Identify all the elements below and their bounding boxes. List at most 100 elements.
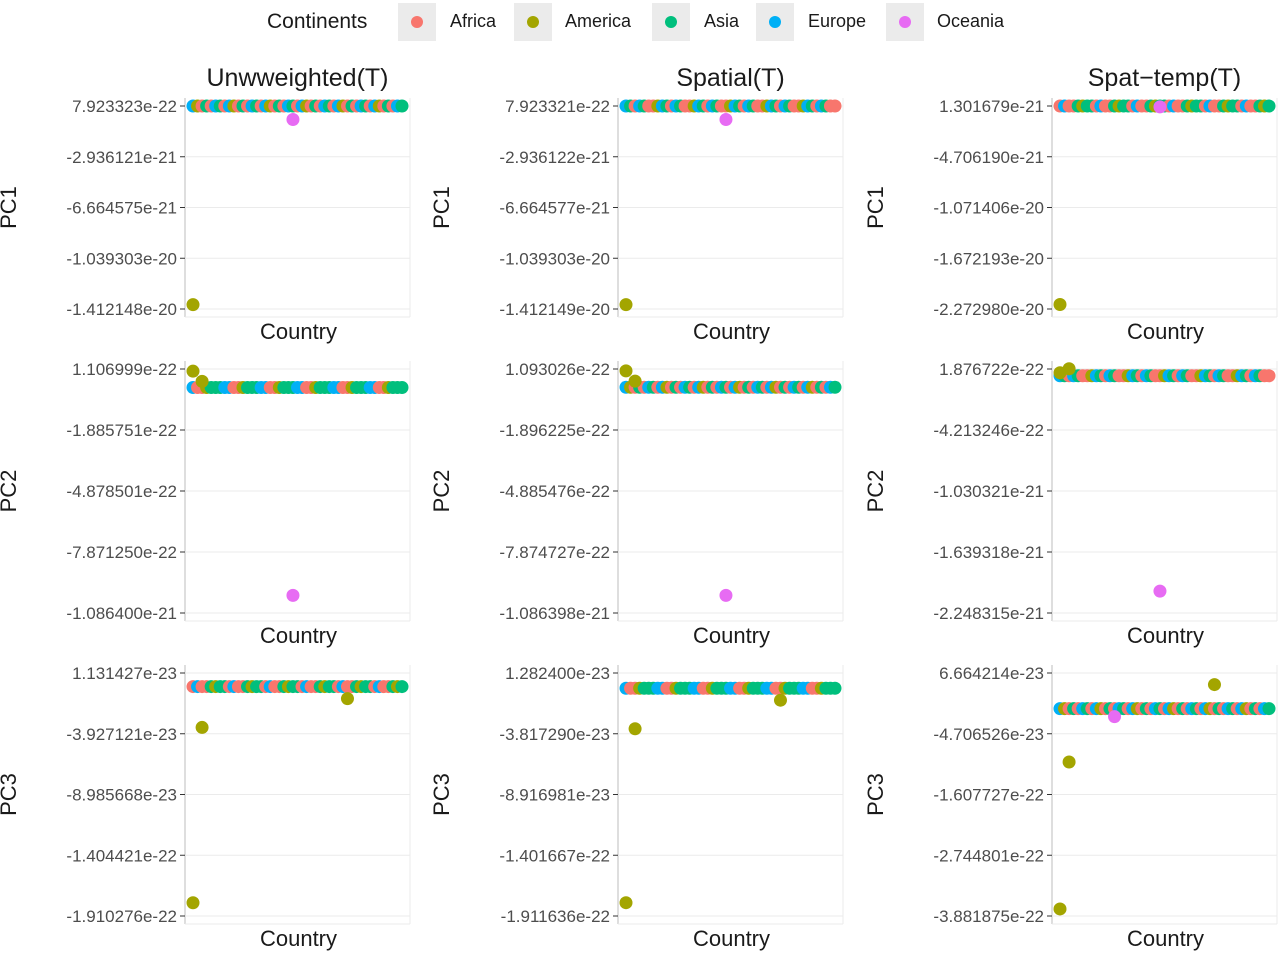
y-axis-title: PC3 (429, 773, 454, 816)
legend-key-america (514, 3, 552, 41)
y-tick-label: 1.131427e-23 (72, 664, 177, 683)
legend-label-asia: Asia (704, 11, 740, 31)
y-tick-label: 1.282400e-23 (505, 664, 610, 683)
y-axis-title: PC1 (863, 186, 888, 229)
legend-label-europe: Europe (808, 11, 867, 31)
data-point (1262, 99, 1276, 113)
legend-dot (527, 16, 539, 28)
y-tick-label: -1.672193e-20 (933, 249, 1044, 268)
legend-dot (899, 16, 911, 28)
y-tick-label: 6.664214e-23 (939, 664, 1044, 683)
legend-key-oceania (886, 3, 924, 41)
y-tick-label: -2.272980e-20 (933, 300, 1044, 319)
legend-title: Continents (267, 10, 368, 33)
data-point (828, 380, 842, 394)
x-axis-title: Country (260, 926, 337, 951)
data-point-oceania (1108, 710, 1122, 724)
y-tick-label: -1.412148e-20 (66, 300, 177, 319)
panel-pc1-3: 1.301679e-21 -4.706190e-21 -1.071406e-20 -1… (863, 64, 1278, 344)
facet-title: Unwweighted(T) (206, 64, 388, 92)
data-point-america (195, 720, 209, 734)
data-point-oceania (1153, 584, 1167, 598)
data-point (395, 99, 409, 113)
data-point (1262, 369, 1276, 383)
y-tick-label: -1.639318e-21 (933, 543, 1044, 562)
data-point-america (340, 692, 354, 706)
y-tick-label: 1.093026e-22 (505, 360, 610, 379)
y-tick-label: -2.936121e-21 (66, 148, 177, 167)
data-point (1262, 702, 1276, 716)
data-point-america (619, 896, 633, 910)
y-tick-label: -1.039303e-20 (499, 249, 610, 268)
x-axis-title: Country (693, 926, 770, 951)
legend: Continents Africa America Asia Europe Oc… (0, 0, 1280, 44)
y-tick-label: 7.923321e-22 (505, 97, 610, 116)
legend-label-oceania: Oceania (937, 11, 1005, 31)
panel-pc3-2: 1.282400e-23 -3.817290e-23 -8.916981e-23 -1… (429, 664, 844, 951)
legend-key-europe (756, 3, 794, 41)
x-axis-title: Country (260, 623, 337, 648)
y-axis-title: PC3 (0, 773, 21, 816)
legend-key-asia (652, 3, 690, 41)
panel-pc2-3: 1.876722e-22 -4.213246e-22 -1.030321e-21 -1… (863, 360, 1278, 648)
y-tick-label: -4.706526e-23 (933, 725, 1044, 744)
data-point-america (773, 693, 787, 707)
x-axis-title: Country (1127, 926, 1204, 951)
data-point-oceania (286, 113, 300, 127)
data-point-america (1053, 298, 1067, 312)
y-tick-label: -1.401667e-22 (499, 846, 610, 865)
y-tick-label: 1.876722e-22 (939, 360, 1044, 379)
x-axis-title: Country (1127, 623, 1204, 648)
data-point-america (628, 722, 642, 736)
data-point (395, 680, 409, 694)
panel-pc2-2: 1.093026e-22 -1.896225e-22 -4.885476e-22 -7… (429, 360, 844, 648)
x-axis-title: Country (693, 623, 770, 648)
y-tick-label: -1.896225e-22 (499, 421, 610, 440)
y-tick-label: -1.911636e-22 (501, 907, 610, 926)
y-tick-label: -1.412149e-20 (499, 300, 610, 319)
x-axis-title: Country (1127, 319, 1204, 344)
y-tick-label: -4.878501e-22 (66, 482, 177, 501)
data-point-oceania (1153, 100, 1167, 114)
y-tick-label: -1.910276e-22 (66, 907, 177, 926)
data-point-america (186, 896, 200, 910)
legend-label-america: America (565, 11, 632, 31)
x-axis-title: Country (693, 319, 770, 344)
data-point-oceania (719, 113, 733, 127)
y-tick-label: -2.936122e-21 (499, 148, 610, 167)
panel-pc2-1: 1.106999e-22 -1.885751e-22 -4.878501e-22 -7… (0, 360, 411, 648)
legend-dot (411, 16, 423, 28)
y-tick-label: -7.871250e-22 (66, 543, 177, 562)
y-axis-title: PC2 (863, 470, 888, 513)
y-tick-label: 7.923323e-22 (72, 97, 177, 116)
y-axis-title: PC2 (429, 470, 454, 513)
y-tick-label: -1.071406e-20 (933, 199, 1044, 218)
data-point-america (1062, 362, 1076, 376)
y-tick-label: -3.817290e-23 (499, 725, 610, 744)
data-point-oceania (286, 588, 300, 602)
y-tick-label: -3.927121e-23 (66, 725, 177, 744)
data-point-america (186, 298, 200, 312)
y-tick-label: -4.213246e-22 (933, 421, 1044, 440)
y-tick-label: -1.030321e-21 (933, 482, 1044, 501)
y-tick-label: -4.706190e-21 (933, 148, 1044, 167)
y-tick-label: 1.106999e-22 (72, 360, 177, 379)
data-point-america (628, 374, 642, 388)
panel-pc1-2: 7.923321e-22 -2.936122e-21 -6.664577e-21 -1… (429, 64, 844, 344)
legend-dot (769, 16, 781, 28)
data-point-america (619, 364, 633, 378)
y-tick-label: -1.885751e-22 (66, 421, 177, 440)
y-tick-label: -4.885476e-22 (499, 482, 610, 501)
legend-key-africa (398, 3, 436, 41)
data-point (395, 380, 409, 394)
facet-title: Spatial(T) (676, 64, 784, 92)
data-point-america (195, 374, 209, 388)
y-tick-label: -1.404421e-22 (66, 846, 177, 865)
y-tick-label: 1.301679e-21 (939, 97, 1044, 116)
data-point-america (1062, 755, 1076, 769)
data-point-america (1053, 902, 1067, 916)
y-tick-label: -8.985668e-23 (66, 786, 177, 805)
legend-label-africa: Africa (450, 11, 497, 31)
y-tick-label: -1.086400e-21 (66, 604, 177, 623)
